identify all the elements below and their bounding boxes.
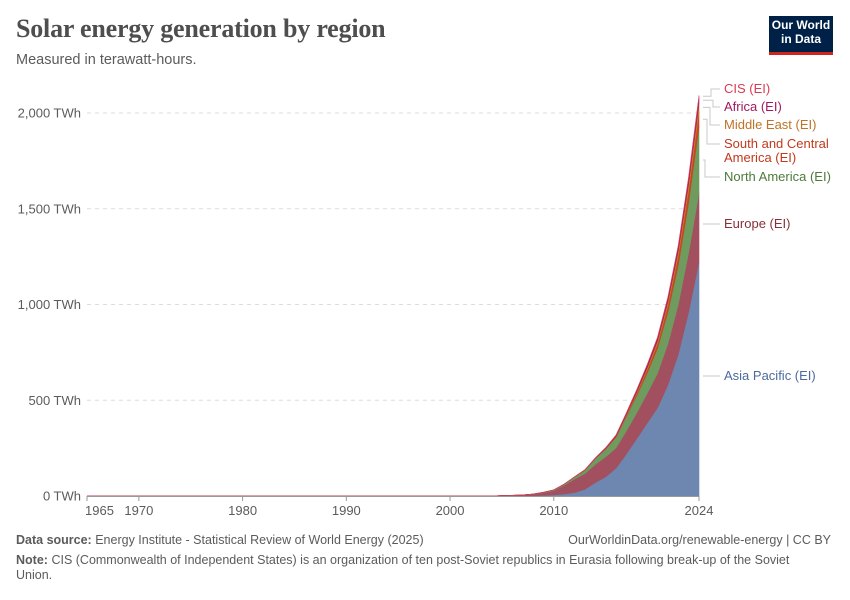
chart-note: Note: CIS (Commonwealth of Independent S… bbox=[16, 553, 826, 583]
source-url[interactable]: OurWorldinData.org/renewable-energy | CC… bbox=[568, 533, 831, 547]
x-tick-label: 1980 bbox=[228, 503, 257, 518]
y-tick-label: 500 TWh bbox=[28, 393, 81, 408]
legend-leader-line bbox=[703, 99, 720, 108]
owid-logo[interactable]: Our World in Data bbox=[769, 16, 833, 55]
y-tick-label: 2,000 TWh bbox=[18, 106, 81, 121]
legend-label: North America (EI) bbox=[724, 169, 831, 184]
x-tick-label: 1970 bbox=[124, 503, 153, 518]
area-middle-east-ei bbox=[87, 102, 700, 497]
y-tick-label: 0 TWh bbox=[43, 489, 81, 504]
source-label: Data source: bbox=[16, 533, 92, 547]
note-text: CIS (Commonwealth of Independent States)… bbox=[16, 553, 790, 582]
legend-label: Asia Pacific (EI) bbox=[724, 368, 816, 383]
x-tick-label: 2010 bbox=[539, 503, 568, 518]
legend-label: Middle East (EI) bbox=[724, 117, 816, 132]
y-tick-label: 1,000 TWh bbox=[18, 297, 81, 312]
legend-label: America (EI) bbox=[724, 150, 796, 165]
data-source: Data source: Energy Institute - Statisti… bbox=[16, 533, 424, 547]
x-tick-label: 1965 bbox=[85, 503, 114, 518]
legend-label: Africa (EI) bbox=[724, 99, 782, 114]
legend-label: South and Central bbox=[724, 136, 829, 151]
x-tick-label: 2000 bbox=[436, 503, 465, 518]
legend-leader-line bbox=[703, 106, 720, 126]
logo-text-line1: Our World bbox=[771, 18, 831, 32]
source-text: Energy Institute - Statistical Review of… bbox=[95, 533, 424, 547]
chart-title: Solar energy generation by region bbox=[16, 14, 386, 43]
legend-leader-line bbox=[703, 118, 720, 145]
legend-label: Europe (EI) bbox=[724, 216, 790, 231]
logo-text-line2: in Data bbox=[780, 32, 821, 46]
chart-subtitle: Measured in terawatt-hours. bbox=[16, 52, 197, 68]
y-tick-label: 1,500 TWh bbox=[18, 201, 81, 216]
x-tick-label: 1990 bbox=[332, 503, 361, 518]
x-tick-label: 2024 bbox=[685, 503, 714, 518]
area-north-america-ei bbox=[87, 126, 700, 497]
note-label: Note: bbox=[16, 553, 48, 567]
area-cis-ei bbox=[87, 95, 700, 497]
legend-label: CIS (EI) bbox=[724, 81, 770, 96]
legend-leader-line bbox=[703, 88, 720, 97]
legend-leader-line bbox=[703, 159, 720, 178]
area-africa-ei bbox=[87, 97, 700, 497]
area-south-and-central-america-ei bbox=[87, 111, 700, 497]
